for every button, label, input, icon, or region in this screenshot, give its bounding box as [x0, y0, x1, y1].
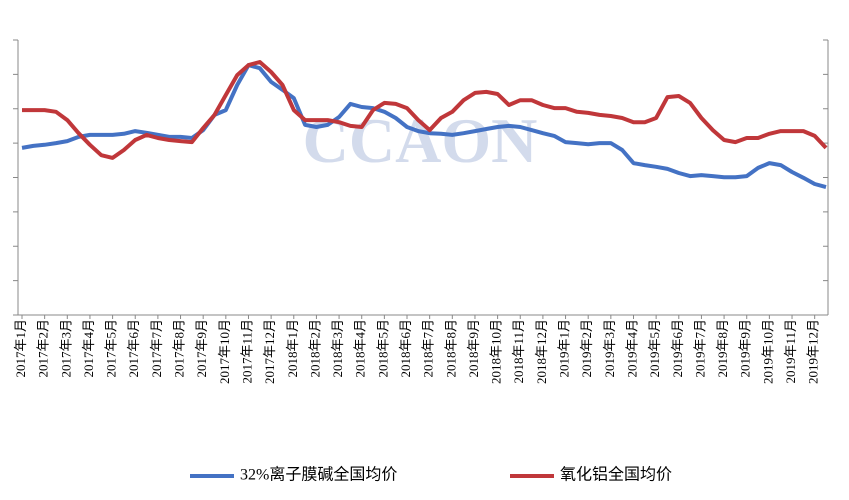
x-tick-label: 2017年10月: [217, 319, 232, 384]
x-tick-label: 2017年8月: [172, 319, 187, 378]
x-tick-label: 2019年5月: [647, 319, 662, 378]
x-tick-label: 2018年4月: [353, 319, 368, 378]
x-tick-label: 2017年7月: [149, 319, 164, 378]
x-tick-label: 2018年9月: [466, 319, 481, 378]
x-tick-label: 2019年1月: [557, 319, 572, 378]
x-tick-label: 2017年3月: [58, 319, 73, 378]
series-line: [22, 60, 828, 160]
x-tick-label: 2019年7月: [692, 319, 707, 378]
x-tick-label: 2018年3月: [330, 319, 345, 378]
x-tick-label: 2018年6月: [398, 319, 413, 378]
x-tick-label: 2018年12月: [534, 319, 549, 384]
x-tick-label: 2019年11月: [783, 319, 798, 384]
x-tick-label: 2019年4月: [624, 319, 639, 378]
x-tick-label: 2019年10月: [760, 319, 775, 384]
x-tick-label: 2017年1月: [13, 319, 28, 378]
x-tick-label: 2017年12月: [262, 319, 277, 384]
x-tick-label: 2017年6月: [126, 319, 141, 378]
x-tick-label: 2018年5月: [375, 319, 390, 378]
x-tick-label: 2017年11月: [239, 319, 254, 384]
x-tick-label: 2017年4月: [81, 319, 96, 378]
x-tick-label: 2019年2月: [579, 319, 594, 378]
x-tick-label: 2019年9月: [738, 319, 753, 378]
x-tick-label: 2018年11月: [511, 319, 526, 384]
x-tick-label: 2018年7月: [421, 319, 436, 378]
x-tick-label: 2018年2月: [307, 319, 322, 378]
x-tick-label: 2019年8月: [715, 319, 730, 378]
x-tick-label: 2019年12月: [806, 319, 821, 384]
legend-label: 氧化铝全国均价: [560, 466, 672, 484]
x-tick-label: 2017年9月: [194, 319, 209, 378]
x-tick-label: 2017年2月: [36, 319, 51, 378]
x-tick-label: 2019年3月: [602, 319, 617, 378]
x-tick-label: 2018年10月: [489, 319, 504, 384]
legend-label: 32%离子膜碱全国均价: [240, 466, 397, 484]
x-tick-label: 2017年5月: [104, 319, 119, 378]
x-tick-label: 2019年6月: [670, 319, 685, 378]
x-tick-label: 2018年8月: [443, 319, 458, 378]
x-tick-label: 2018年1月: [285, 319, 300, 378]
series-line: [21, 63, 827, 190]
